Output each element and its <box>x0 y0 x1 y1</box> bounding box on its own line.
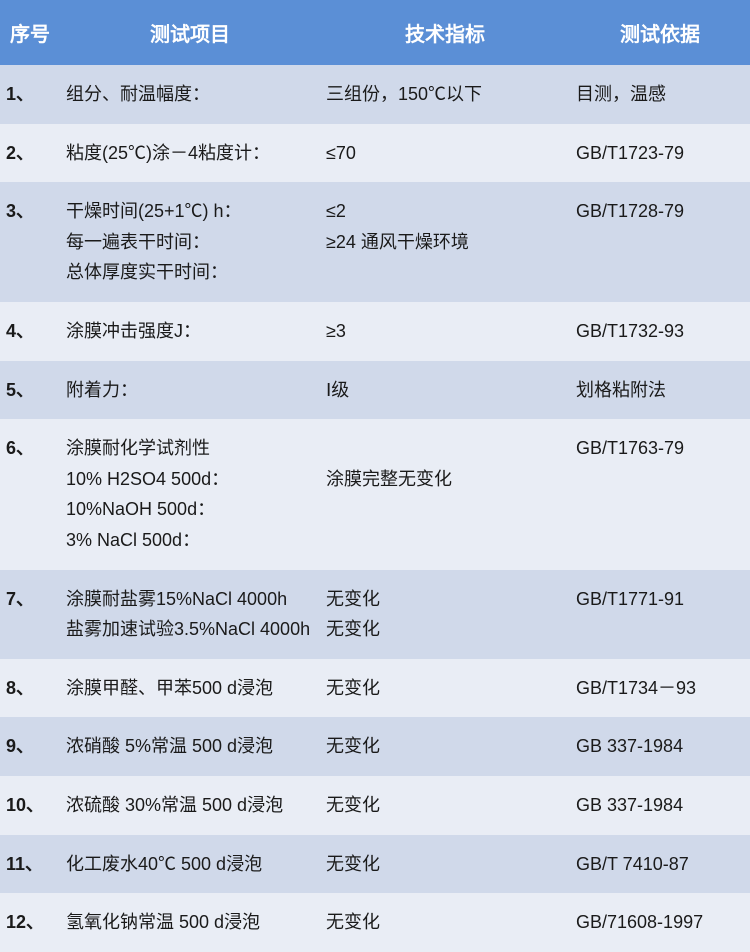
cell-basis: GB/T 7410-87 <box>570 835 750 894</box>
cell-basis: GB/71608-1997 <box>570 893 750 952</box>
table-row: 7、涂膜耐盐雾15%NaCl 4000h盐雾加速试验3.5%NaCl 4000h… <box>0 570 750 659</box>
cell-item: 附着力： <box>60 361 320 420</box>
table-row: 6、涂膜耐化学试剂性10% H2SO4 500d：10%NaOH 500d：3%… <box>0 419 750 569</box>
cell-spec: ≤70 <box>320 124 570 183</box>
cell-basis: GB 337-1984 <box>570 776 750 835</box>
cell-item: 氢氧化钠常温 500 d浸泡 <box>60 893 320 952</box>
table-row: 12、氢氧化钠常温 500 d浸泡无变化GB/71608-1997 <box>0 893 750 952</box>
cell-item: 干燥时间(25+1℃) h：每一遍表干时间：总体厚度实干时间： <box>60 182 320 302</box>
cell-spec: ≥3 <box>320 302 570 361</box>
cell-spec: 三组份，150℃以下 <box>320 65 570 124</box>
cell-seq: 7、 <box>0 570 60 659</box>
cell-basis: 划格粘附法 <box>570 361 750 420</box>
table-row: 3、干燥时间(25+1℃) h：每一遍表干时间：总体厚度实干时间：≤2≥24 通… <box>0 182 750 302</box>
cell-basis: GB 337-1984 <box>570 717 750 776</box>
table-body: 1、组分、耐温幅度：三组份，150℃以下目测，温感2、粘度(25℃)涂－4粘度计… <box>0 65 750 952</box>
cell-item: 浓硫酸 30%常温 500 d浸泡 <box>60 776 320 835</box>
cell-seq: 4、 <box>0 302 60 361</box>
cell-item: 涂膜冲击强度J： <box>60 302 320 361</box>
cell-item: 浓硝酸 5%常温 500 d浸泡 <box>60 717 320 776</box>
cell-item: 涂膜甲醛、甲苯500 d浸泡 <box>60 659 320 718</box>
cell-seq: 6、 <box>0 419 60 569</box>
cell-spec: 无变化 <box>320 835 570 894</box>
cell-item: 粘度(25℃)涂－4粘度计： <box>60 124 320 183</box>
cell-basis: GB/T1732-93 <box>570 302 750 361</box>
table-row: 5、附着力：Ⅰ级划格粘附法 <box>0 361 750 420</box>
spec-table: 序号 测试项目 技术指标 测试依据 1、组分、耐温幅度：三组份，150℃以下目测… <box>0 0 750 952</box>
table-row: 1、组分、耐温幅度：三组份，150℃以下目测，温感 <box>0 65 750 124</box>
cell-seq: 8、 <box>0 659 60 718</box>
cell-spec: Ⅰ级 <box>320 361 570 420</box>
cell-spec: 无变化无变化 <box>320 570 570 659</box>
cell-basis: GB/T1723-79 <box>570 124 750 183</box>
cell-seq: 12、 <box>0 893 60 952</box>
cell-item: 化工废水40℃ 500 d浸泡 <box>60 835 320 894</box>
cell-spec: ≤2≥24 通风干燥环境 <box>320 182 570 302</box>
cell-basis: GB/T1763-79 <box>570 419 750 569</box>
cell-seq: 3、 <box>0 182 60 302</box>
cell-seq: 1、 <box>0 65 60 124</box>
table-header-row: 序号 测试项目 技术指标 测试依据 <box>0 0 750 65</box>
table-row: 4、涂膜冲击强度J：≥3GB/T1732-93 <box>0 302 750 361</box>
cell-item: 涂膜耐盐雾15%NaCl 4000h盐雾加速试验3.5%NaCl 4000h <box>60 570 320 659</box>
col-header-spec: 技术指标 <box>320 0 570 65</box>
cell-item: 涂膜耐化学试剂性10% H2SO4 500d：10%NaOH 500d：3% N… <box>60 419 320 569</box>
table-row: 11、化工废水40℃ 500 d浸泡无变化GB/T 7410-87 <box>0 835 750 894</box>
cell-item: 组分、耐温幅度： <box>60 65 320 124</box>
cell-basis: GB/T1771-91 <box>570 570 750 659</box>
col-header-item: 测试项目 <box>60 0 320 65</box>
cell-spec: 无变化 <box>320 776 570 835</box>
cell-seq: 9、 <box>0 717 60 776</box>
col-header-basis: 测试依据 <box>570 0 750 65</box>
table-row: 2、粘度(25℃)涂－4粘度计：≤70GB/T1723-79 <box>0 124 750 183</box>
cell-seq: 10、 <box>0 776 60 835</box>
table-row: 9、浓硝酸 5%常温 500 d浸泡无变化GB 337-1984 <box>0 717 750 776</box>
cell-seq: 5、 <box>0 361 60 420</box>
col-header-seq: 序号 <box>0 0 60 65</box>
cell-spec: 无变化 <box>320 659 570 718</box>
cell-spec: 无变化 <box>320 893 570 952</box>
cell-spec: 涂膜完整无变化 <box>320 419 570 569</box>
cell-seq: 2、 <box>0 124 60 183</box>
table-row: 10、浓硫酸 30%常温 500 d浸泡无变化GB 337-1984 <box>0 776 750 835</box>
cell-seq: 11、 <box>0 835 60 894</box>
cell-basis: GB/T1728-79 <box>570 182 750 302</box>
cell-basis: 目测，温感 <box>570 65 750 124</box>
cell-spec: 无变化 <box>320 717 570 776</box>
cell-basis: GB/T1734－93 <box>570 659 750 718</box>
table-row: 8、涂膜甲醛、甲苯500 d浸泡无变化GB/T1734－93 <box>0 659 750 718</box>
